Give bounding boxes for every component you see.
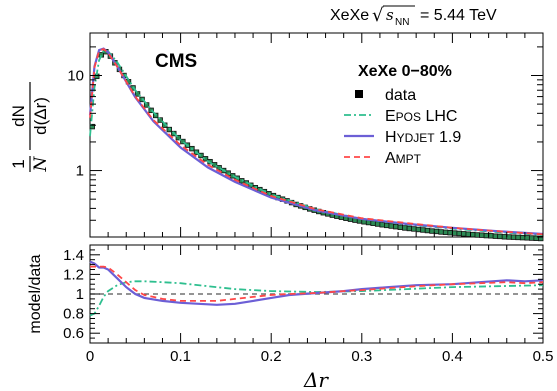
ratio-series-ampt (90, 265, 544, 302)
data-point (524, 235, 530, 241)
data-point (538, 235, 544, 242)
data-point (492, 233, 499, 239)
sqrt-symbol: √ (372, 5, 384, 26)
top-y-axis-title: 1 N dN d(Δr) (9, 82, 51, 172)
data-point (411, 226, 417, 232)
data-point (433, 228, 440, 235)
data-point (180, 138, 186, 145)
x-tick-label: 0.4 (442, 348, 463, 365)
data-point (488, 233, 494, 239)
data-point (451, 230, 458, 236)
x-axis-title: Δr (303, 368, 329, 391)
data-point (456, 230, 462, 237)
centrality-label: XeXe 0−80% (358, 63, 452, 80)
data-point (528, 235, 535, 241)
data-point (515, 234, 521, 241)
data-point (415, 226, 422, 233)
top-series-hydjet-1-9 (88, 47, 544, 236)
energy-subscript: NN (395, 17, 409, 28)
axis-ticks: 1 10 0 0.1 0.2 0.3 0.4 0.5 0.6 0.8 1 1.2 1.4 (63, 33, 553, 365)
data-point (519, 234, 526, 241)
legend-marker (355, 90, 363, 98)
ratio-y-axis-title: model/data (27, 254, 44, 333)
data-point (388, 223, 394, 229)
top-series-ampt (89, 47, 544, 236)
ylabel-n: N (31, 155, 51, 172)
data-point (506, 234, 512, 240)
bottom-y-tick-label: 0.6 (63, 325, 84, 342)
legend-entry: EPOS LHC (344, 108, 457, 125)
data-point (424, 227, 431, 234)
legend-entry: HYDJET 1.9 (344, 129, 461, 146)
data-point (384, 222, 390, 229)
energy-value: = 5.44 TeV (420, 7, 497, 24)
data-point (406, 225, 413, 232)
ylabel-one: 1 (9, 159, 28, 168)
top-panel-plot (88, 47, 544, 242)
legend-label: data (385, 87, 416, 104)
data-point (374, 221, 381, 227)
ylabel-ddr: d(Δr) (31, 97, 50, 135)
bottom-y-tick-label: 1 (76, 286, 84, 303)
ratio-panel-plot (89, 260, 544, 317)
data-point (465, 231, 471, 237)
bottom-y-tick-label: 1.2 (63, 266, 84, 283)
data-point (157, 117, 163, 123)
legend: data EPOS LHC HYDJET 1.9 AMPT (344, 87, 461, 167)
data-point (438, 229, 444, 235)
header-energy-label: XeXe √ s NN = 5.44 TeV (330, 5, 497, 28)
legend-entry: AMPT (344, 150, 422, 167)
data-point (479, 232, 485, 238)
data-point (175, 134, 182, 141)
legend-entry: data (355, 87, 416, 104)
data-point (393, 223, 399, 230)
data-point (442, 229, 449, 236)
legend-label: AMPT (385, 150, 422, 167)
ylabel-dn: dN (9, 105, 28, 127)
data-point (370, 220, 376, 226)
data-point (483, 232, 490, 239)
ratio-series-epos-lhc (89, 280, 544, 317)
data-point (429, 228, 435, 234)
system-label: XeXe (330, 7, 369, 24)
data-point (148, 107, 154, 114)
top-y-tick-label: 10 (67, 68, 84, 85)
x-tick-label: 0.2 (261, 348, 282, 365)
experiment-label: CMS (155, 51, 197, 72)
data-point (402, 225, 408, 231)
x-tick-label: 0 (86, 348, 94, 365)
legend-label: EPOS LHC (385, 108, 457, 125)
legend-label: HYDJET 1.9 (385, 129, 461, 146)
x-tick-label: 0.3 (351, 348, 372, 365)
data-point (461, 231, 467, 237)
data-point (420, 227, 426, 233)
svg-text:XeXe: XeXe (330, 7, 369, 24)
bottom-y-tick-label: 1.4 (63, 247, 84, 264)
data-point (470, 231, 476, 238)
x-tick-label: 0.1 (170, 348, 191, 365)
data-point (447, 229, 453, 236)
data-point (397, 224, 404, 230)
top-y-tick-label: 1 (76, 163, 84, 180)
data-point (497, 233, 503, 240)
data-point (501, 234, 508, 240)
data-point (510, 234, 517, 240)
energy-symbol: s (386, 6, 394, 24)
data-point (198, 152, 204, 159)
data-point (379, 222, 385, 228)
data-point (474, 232, 481, 238)
top-series-epos-lhc (89, 49, 544, 236)
x-tick-label: 0.5 (533, 348, 554, 365)
bottom-y-tick-label: 0.8 (63, 306, 84, 323)
data-point (89, 123, 95, 130)
